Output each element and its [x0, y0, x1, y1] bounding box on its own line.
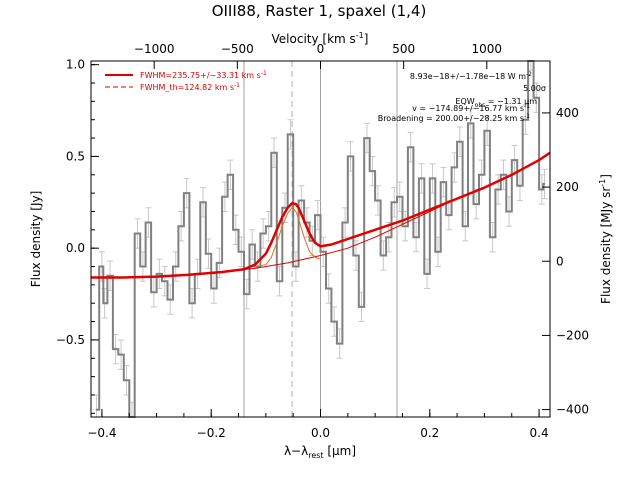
x-tick-label: 0.0 [311, 426, 330, 440]
tick-labels: −0.4 −0.2 0.0 0.2 0.4 −0.5 0.0 0.5 1.0 −1000 −500 0… [56, 42, 589, 440]
right-tick-label: −200 [556, 328, 589, 342]
axis-ticks [91, 61, 550, 417]
thermal-component-line [254, 207, 321, 267]
top-tick-label: 500 [392, 42, 415, 56]
annotation-snr: 5.00σ [523, 84, 546, 93]
top-tick-label: −500 [221, 42, 254, 56]
legend-entry-fwhm: FWHM=235.75+/−33.31 km s-1 [140, 70, 267, 80]
top-tick-label: 1000 [472, 42, 503, 56]
y-tick-label: −0.5 [56, 333, 85, 347]
annotation-velocity: v = −174.89+/−16.77 km s-1 [412, 103, 530, 113]
top-axis-label: Velocity [km s-1] [272, 31, 369, 46]
x-tick-label: 0.2 [420, 426, 439, 440]
annotation-eqw: EQWobs = −1.31 μm [455, 97, 537, 109]
annotation-flux: 8.93e−18+/−1.78e−18 W m-2 [410, 71, 532, 81]
right-tick-label: −400 [556, 403, 589, 417]
x-axis-label: λ−λrest [μm] [284, 444, 356, 460]
right-tick-label: 400 [556, 106, 579, 120]
spectrum-line [96, 60, 545, 418]
top-tick-label: 0 [317, 42, 325, 56]
right-tick-label: 200 [556, 180, 579, 194]
chart-title: OIII88, Raster 1, spaxel (1,4) [212, 2, 427, 20]
fit-annotations: 8.93e−18+/−1.78e−18 W m-2 5.00σ EQWobs =… [378, 71, 546, 123]
y-tick-label: 0.0 [66, 241, 85, 255]
y-tick-label: 1.0 [66, 58, 85, 72]
right-tick-label: 0 [556, 254, 564, 268]
x-tick-label: −0.4 [87, 426, 116, 440]
top-tick-label: −1000 [134, 42, 175, 56]
x-tick-label: −0.2 [197, 426, 226, 440]
legend: FWHM=235.75+/−33.31 km s-1 FWHM_th=124.8… [105, 70, 267, 92]
y-tick-label: 0.5 [66, 149, 85, 163]
annotation-broadening: Broadening = 200.00+/−28.25 km s-1 [378, 113, 530, 123]
x-tick-label: 0.4 [530, 426, 549, 440]
fit-line [91, 151, 551, 279]
spectrum-series [95, 60, 546, 418]
right-axis-label: Flux density [MJy sr-1] [598, 174, 613, 304]
legend-entry-fwhm-th: FWHM_th=124.82 km s-1 [140, 82, 240, 92]
y-axis-label: Flux density [Jy] [29, 191, 43, 288]
model-series [91, 151, 551, 279]
